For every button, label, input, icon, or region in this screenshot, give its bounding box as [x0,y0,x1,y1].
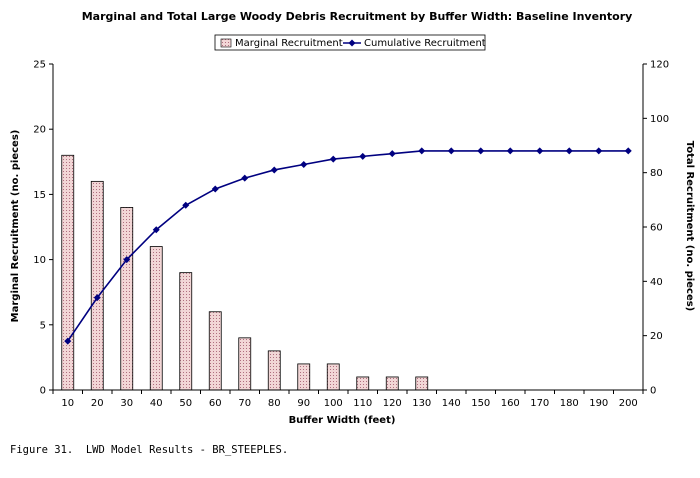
figure-caption: Figure 31. LWD Model Results - BR_STEEPL… [10,444,289,456]
x-tick-label-180: 180 [560,398,579,409]
cumulative-point-20 [93,294,101,302]
bar-80 [267,350,281,391]
y-axis-label: Marginal Recruitment (no. pieces) [10,130,21,323]
x-tick-label-200: 200 [619,398,638,409]
cumulative-point-180 [565,147,573,155]
x-tick-label-150: 150 [471,398,490,409]
plot-area: 0 5 10 15 20 25 0 20 40 60 80 100 120 10 20 30 40 50 60 70 8… [33,60,669,410]
x-tick-label-160: 160 [501,398,520,409]
x-tick-label-30: 30 [120,398,133,409]
chart-title: Marginal and Total Large Woody Debris Re… [82,10,633,23]
bar-110 [356,376,370,391]
x-tick-label-80: 80 [268,398,281,409]
bar-60 [208,311,222,391]
x-tick-label-100: 100 [324,398,343,409]
x-tick-label-20: 20 [91,398,104,409]
cumulative-point-200 [624,147,632,155]
bar-90 [297,363,311,391]
x-tick-label-90: 90 [297,398,310,409]
y2-tick-label: 40 [650,277,663,288]
y-tick-label: 15 [33,190,46,201]
bar-20 [90,180,104,391]
legend-label-marginal: Marginal Recruitment [235,38,343,49]
cumulative-line [67,150,629,342]
bar-70 [238,337,252,391]
legend-label-cumulative: Cumulative Recruitment [364,38,486,49]
cumulative-point-160 [506,147,514,155]
cumulative-point-130 [418,147,426,155]
x-tick-label-120: 120 [383,398,402,409]
cumulative-point-170 [536,147,544,155]
cumulative-point-10 [64,337,72,345]
cumulative-point-90 [300,161,308,169]
x-tick-label-110: 110 [353,398,372,409]
y2-tick-label: 80 [650,168,663,179]
cumulative-point-60 [211,185,219,193]
cumulative-point-30 [123,256,131,264]
bar-40 [149,246,163,391]
x-tick-label-140: 140 [442,398,461,409]
cumulative-point-80 [270,166,278,174]
y-tick-label: 5 [40,320,46,331]
x-tick-label-40: 40 [150,398,163,409]
x-axis-label: Buffer Width (feet) [289,415,396,426]
y2-tick-label: 0 [650,386,656,397]
y-tick-label: 0 [40,386,46,397]
cumulative-point-140 [447,147,455,155]
bar-10 [61,154,75,391]
cumulative-point-100 [329,155,337,163]
x-tick-label-50: 50 [179,398,192,409]
legend-swatch-marginal [220,38,232,48]
x-tick-label-130: 130 [412,398,431,409]
y2-tick-label: 20 [650,331,663,342]
cumulative-point-120 [388,150,396,158]
bar-100 [326,363,340,391]
y-tick-label: 10 [33,255,46,266]
x-tick-label-10: 10 [61,398,74,409]
legend: Marginal Recruitment Cumulative Recruitme… [214,34,486,51]
bar-130 [415,376,429,391]
x-tick-label-190: 190 [589,398,608,409]
cumulative-point-70 [241,174,249,182]
y2-tick-label: 120 [650,60,669,71]
y2-axis-label: Total Recruitment (no. pieces) [684,141,695,312]
cumulative-point-40 [152,226,160,234]
cumulative-point-110 [359,152,367,160]
x-tick-label-170: 170 [530,398,549,409]
y-tick-label: 20 [33,125,46,136]
cumulative-point-190 [595,147,603,155]
bar-120 [385,376,399,391]
bar-50 [179,272,193,391]
cumulative-point-150 [477,147,485,155]
y2-tick-label: 60 [650,223,663,234]
x-tick-label-60: 60 [209,398,222,409]
cumulative-point-50 [182,201,190,209]
y2-tick-label: 100 [650,114,669,125]
y-tick-label: 25 [33,60,46,71]
bar-30 [120,207,134,391]
x-tick-label-70: 70 [238,398,251,409]
legend-swatch-cumulative-marker [348,39,356,47]
